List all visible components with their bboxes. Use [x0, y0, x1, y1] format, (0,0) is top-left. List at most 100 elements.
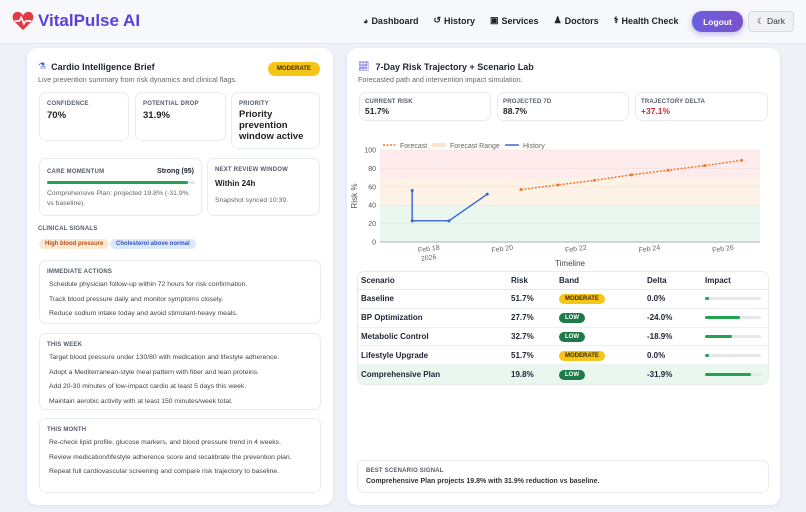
scenario-delta: 0.0%: [644, 345, 702, 366]
history-point[interactable]: [485, 192, 489, 196]
briefcase-icon: ▣: [490, 15, 499, 25]
band-badge: MODERATE: [559, 350, 605, 361]
forecast-point[interactable]: [629, 173, 633, 177]
signal-tag: Cholesterol above normal: [110, 239, 196, 249]
scenario-row[interactable]: Baseline 51.7% MODERATE 0.0%: [358, 289, 768, 309]
scenario-table: Scenario Risk Band Delta Impact Baseline 51.7%…: [357, 271, 769, 385]
forecast-point[interactable]: [519, 188, 523, 192]
doctor-icon: ♟: [553, 15, 562, 25]
y-tick-label: 0: [372, 240, 376, 247]
brand-logo[interactable]: VitalPulse AI: [12, 11, 140, 31]
y-tick-label: 20: [368, 221, 376, 228]
y-axis-label: Risk %: [350, 184, 359, 209]
nav-services[interactable]: ▣ Services: [490, 15, 539, 26]
scenario-risk: 27.7%: [508, 308, 556, 328]
scenario-delta: -24.0%: [644, 308, 702, 328]
scenario-row[interactable]: Metabolic Control 32.7% LOW -18.9%: [358, 327, 768, 347]
immediate-actions-section: IMMEDIATE ACTIONS Schedule physician fol…: [39, 260, 321, 324]
confidence-stat: CONFIDENCE 70%: [39, 92, 129, 141]
band-badge: LOW: [559, 331, 585, 342]
history-point[interactable]: [410, 219, 414, 223]
history-line: [411, 190, 488, 222]
scenario-risk: 19.8%: [508, 364, 556, 384]
column-header: Impact: [702, 272, 768, 290]
nav-doctors[interactable]: ♟ Doctors: [553, 15, 599, 26]
nav-health-check[interactable]: ⚕ Health Check: [613, 15, 679, 26]
band-badge: MODERATE: [559, 294, 605, 305]
forecast-point[interactable]: [703, 164, 707, 168]
x-axis-label: Timeline: [555, 259, 585, 268]
scenario-name: Comprehensive Plan: [358, 364, 508, 384]
history-icon: ↺: [433, 15, 441, 25]
scenario-row[interactable]: Comprehensive Plan 19.8% LOW -31.9%: [358, 364, 768, 384]
action-item: Reduce sodium intake today and avoid sti…: [49, 310, 238, 318]
stethoscope-icon: ⚕: [613, 15, 619, 25]
y-tick-label: 100: [364, 148, 376, 155]
momentum-value: Strong (95): [157, 168, 194, 175]
scenario-risk: 32.7%: [508, 327, 556, 347]
trajectory-card: 📈︎ 7-Day Risk Trajectory + Scenario Lab …: [347, 48, 780, 505]
current-risk-stat: CURRENT RISK 51.7%: [359, 92, 491, 121]
action-item: Schedule physician follow-up within 72 h…: [49, 281, 248, 288]
nav-history[interactable]: ↺ History: [433, 15, 476, 26]
trajectory-delta-stat: TRAJECTORY DELTA +37.1%: [635, 92, 768, 121]
forecast-point[interactable]: [740, 158, 744, 162]
action-item: Add 20-30 minutes of low-impact cardio a…: [49, 383, 247, 391]
history-point[interactable]: [447, 219, 451, 223]
risk-trajectory-chart: Forecast Forecast Range History Risk % T…: [350, 143, 760, 268]
column-header: Delta: [644, 272, 702, 290]
forecast-point[interactable]: [593, 178, 597, 182]
moon-icon: ☾: [757, 16, 768, 26]
scenario-name: Lifestyle Upgrade: [358, 345, 508, 366]
scenario-delta: -31.9%: [644, 364, 702, 384]
cardio-brief-card: ⚗ Cardio Intelligence Brief Live prevent…: [27, 48, 333, 505]
logout-button[interactable]: Logout: [692, 11, 743, 32]
impact-bar: [705, 353, 761, 357]
column-header: Risk: [508, 272, 556, 290]
x-tick-label: Feb 18: [418, 245, 441, 255]
scenario-row[interactable]: Lifestyle Upgrade 51.7% MODERATE 0.0%: [358, 345, 768, 366]
x-tick-label: Feb 26: [712, 245, 735, 255]
scenario-name: Metabolic Control: [358, 327, 508, 347]
y-tick-label: 60: [368, 184, 376, 191]
forecast-point[interactable]: [556, 183, 560, 187]
x-tick-label: Feb 20: [491, 245, 514, 255]
risk-band: [380, 177, 760, 206]
y-tick-label: 40: [368, 203, 376, 210]
impact-bar: [705, 372, 761, 376]
legend-history: History: [523, 143, 545, 150]
card-title: 7-Day Risk Trajectory + Scenario Lab: [375, 61, 534, 72]
signal-tag: High blood pressure: [39, 239, 110, 249]
priority-stat: PRIORITY Priority prevention window acti…: [231, 92, 320, 149]
forecast-point[interactable]: [666, 168, 670, 172]
potential-drop-stat: POTENTIAL DROP 31.9%: [135, 92, 226, 141]
dark-mode-toggle[interactable]: ☾ Dark: [748, 11, 794, 32]
next-review-window: NEXT REVIEW WINDOW Within 24h Snapshot s…: [207, 158, 320, 216]
action-item: Review medication/lifestyle adherence sc…: [49, 453, 292, 461]
scenario-delta: 0.0%: [644, 289, 702, 309]
x-tick-label: Feb 24: [638, 245, 661, 255]
line-chart-icon: 📈︎: [358, 61, 370, 71]
risk-badge: MODERATE: [268, 62, 320, 76]
band-badge: LOW: [559, 313, 585, 324]
band-badge: LOW: [559, 369, 585, 380]
card-title: Cardio Intelligence Brief: [51, 61, 155, 72]
projected-7d-stat: PROJECTED 7D 88.7%: [497, 92, 629, 121]
x-tick-year: 2026: [421, 254, 438, 263]
care-momentum: CARE MOMENTUM Strong (95) Comprehensive …: [39, 158, 202, 216]
column-header: Scenario: [358, 272, 508, 290]
action-item: Track blood pressure daily and monitor s…: [49, 295, 224, 303]
scenario-risk: 51.7%: [508, 345, 556, 366]
x-tick-label: Feb 22: [565, 245, 588, 255]
impact-bar: [705, 316, 761, 320]
legend-range-swatch: [432, 143, 446, 147]
nav-dashboard[interactable]: ◕ Dashboard: [363, 15, 419, 26]
history-point[interactable]: [410, 188, 414, 192]
action-item: Maintain aerobic activity with at least …: [49, 398, 233, 406]
impact-bar: [705, 297, 761, 301]
action-item: Repeat full cardiovascular screening and…: [49, 468, 280, 476]
scenario-delta: -18.9%: [644, 327, 702, 347]
action-item: Re-check lipid profile, glucose markers,…: [49, 439, 281, 446]
scenario-row[interactable]: BP Optimization 27.7% LOW -24.0%: [358, 308, 768, 328]
top-nav: VitalPulse AI ◕ Dashboard ↺ History ▣ Servi…: [0, 0, 806, 44]
